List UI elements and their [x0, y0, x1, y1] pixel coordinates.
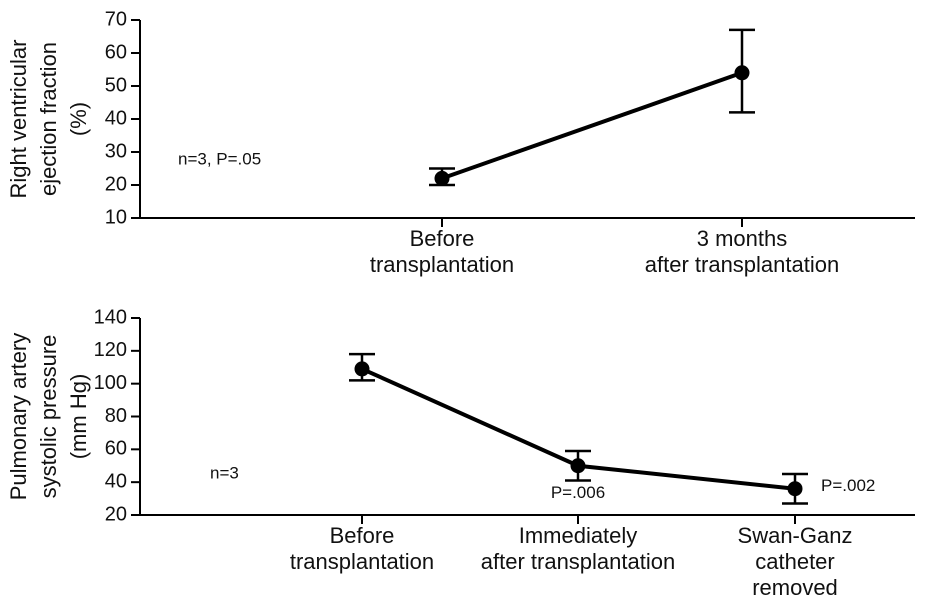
y-axis-label-line: ejection fraction — [36, 42, 61, 196]
data-point — [354, 361, 370, 377]
y-axis-label-line: Right ventricular — [6, 40, 31, 199]
y-tick-label: 80 — [105, 405, 127, 427]
point-note: P=.002 — [821, 476, 875, 495]
y-axis-label-line: (%) — [66, 102, 91, 136]
data-point — [434, 170, 450, 186]
y-tick-label: 60 — [105, 41, 127, 63]
x-tick-label: 3 months — [697, 226, 788, 251]
y-axis-label: Right ventricular ejection fraction (%) — [6, 40, 91, 199]
x-tick-label: Immediately — [519, 523, 638, 548]
x-tick-label: transplantation — [290, 549, 434, 574]
y-tick-label: 30 — [105, 140, 127, 162]
y-tick-label: 20 — [105, 503, 127, 525]
x-tick-label: Before — [410, 226, 475, 251]
y-tick-label: 20 — [105, 173, 127, 195]
x-tick-label: after transplantation — [645, 252, 839, 277]
point-note: P=.006 — [551, 483, 605, 502]
y-tick-label: 60 — [105, 438, 127, 460]
y-tick-label: 70 — [105, 8, 127, 30]
data-point — [787, 481, 803, 497]
annotation: n=3 — [210, 463, 239, 482]
y-tick-label: 100 — [94, 372, 127, 394]
data-point — [570, 458, 586, 474]
y-axis-label-line: Pulmonary artery — [6, 333, 31, 501]
y-tick-label: 140 — [94, 306, 127, 328]
y-tick-label: 10 — [105, 206, 127, 228]
data-line — [441, 70, 743, 181]
y-tick-label: 50 — [105, 74, 127, 96]
y-axis-label: Pulmonary artery systolic pressure (mm Hg) — [6, 333, 91, 501]
x-tick-label: Before — [330, 523, 395, 548]
y-tick-label: 40 — [105, 470, 127, 492]
x-tick-label: Swan-Ganz — [738, 523, 853, 548]
data-point — [734, 65, 750, 81]
x-tick-label: transplantation — [370, 252, 514, 277]
annotation: n=3, P=.05 — [178, 149, 261, 168]
x-tick-label: catheter — [755, 549, 835, 574]
x-tick-label: removed — [752, 575, 838, 600]
y-tick-label: 120 — [94, 339, 127, 361]
y-axis-label-line: (mm Hg) — [66, 374, 91, 460]
y-axis-label-line: systolic pressure — [36, 335, 61, 499]
x-tick-label: after transplantation — [481, 549, 675, 574]
y-tick-label: 40 — [105, 107, 127, 129]
